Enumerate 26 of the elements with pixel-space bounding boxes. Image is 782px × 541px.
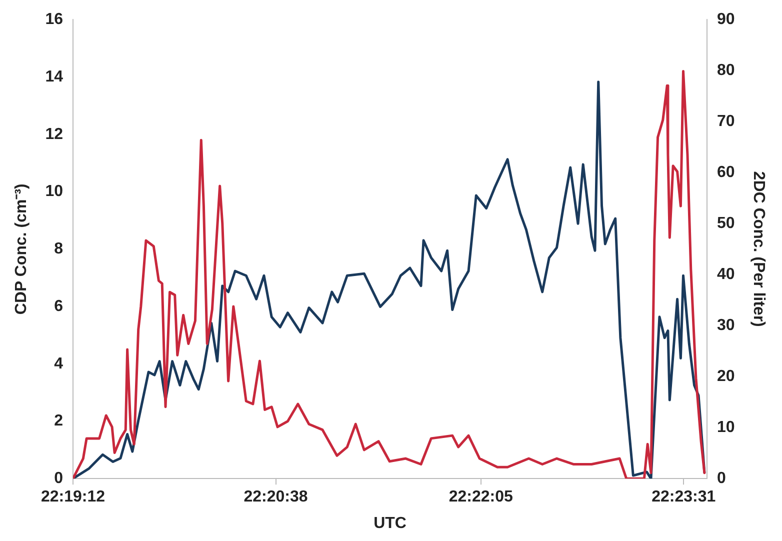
y2-tick-label: 30 bbox=[717, 317, 735, 334]
y-tick-label: 4 bbox=[54, 355, 64, 372]
y2-tick-label: 60 bbox=[717, 164, 735, 182]
y-tick-label: 2 bbox=[54, 412, 64, 430]
y2-tick-label: 10 bbox=[717, 419, 735, 436]
y-tick-label: 8 bbox=[54, 240, 64, 258]
y-tick-label: 16 bbox=[45, 11, 64, 28]
x-tick-label: 22:22:05 bbox=[448, 488, 513, 506]
y2-tick-label: 20 bbox=[717, 368, 735, 386]
y2-tick-label: 70 bbox=[717, 113, 735, 130]
y2-tick-label: 90 bbox=[717, 11, 735, 28]
y2-tick-label: 50 bbox=[717, 215, 735, 232]
y-axis-title: CDP Conc. (cm⁻³) bbox=[13, 184, 30, 315]
y2-axis-title: 2DC Conc. (Per liter) bbox=[750, 171, 767, 327]
y2-tick-label: 40 bbox=[717, 266, 735, 284]
x-tick-label: 22:19:12 bbox=[40, 488, 106, 506]
y-tick-label: 14 bbox=[45, 68, 64, 86]
y-tick-label: 12 bbox=[45, 126, 64, 143]
y-tick-label: 0 bbox=[54, 470, 64, 488]
y2-tick-label: 0 bbox=[717, 470, 726, 488]
y-tick-label: 10 bbox=[45, 183, 64, 200]
y2-tick-label: 80 bbox=[717, 62, 735, 80]
x-tick-label: 22:23:31 bbox=[652, 488, 716, 506]
x-tick-label: 22:20:38 bbox=[244, 488, 308, 506]
y-tick-label: 6 bbox=[54, 298, 64, 315]
x-axis-title: UTC bbox=[374, 514, 407, 532]
